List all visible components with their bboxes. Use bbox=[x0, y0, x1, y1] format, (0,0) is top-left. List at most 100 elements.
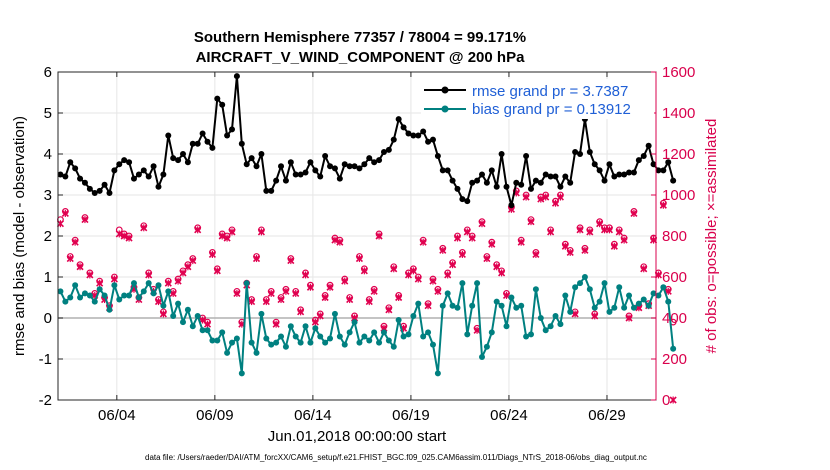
bias-point-44 bbox=[273, 339, 280, 346]
rmse-point-21 bbox=[160, 171, 167, 178]
rmse-point-38 bbox=[243, 161, 250, 168]
assimilated-point-103 bbox=[561, 242, 569, 250]
bias-point-105 bbox=[572, 284, 579, 291]
rmse-point-25 bbox=[179, 151, 186, 157]
bias-point-4 bbox=[77, 294, 84, 301]
bias-point-90 bbox=[498, 302, 505, 309]
bias-point-52 bbox=[312, 325, 319, 332]
rmse-point-77 bbox=[434, 153, 441, 160]
rmse-point-39 bbox=[248, 155, 255, 162]
assimilated-point-64 bbox=[370, 287, 378, 295]
bias-point-68 bbox=[390, 343, 397, 350]
assimilated-point-57 bbox=[336, 238, 344, 246]
rmse-point-20 bbox=[155, 183, 162, 190]
bias-point-101 bbox=[552, 312, 559, 319]
assimilated-point-30 bbox=[203, 320, 212, 328]
rmse-point-99 bbox=[542, 171, 549, 178]
bias-point-53 bbox=[317, 333, 324, 340]
assimilated-point-8 bbox=[96, 279, 104, 287]
bias-point-65 bbox=[376, 339, 383, 346]
y-left-tick-label-2: 0 bbox=[44, 310, 52, 327]
bias-point-76 bbox=[429, 341, 436, 348]
bias-point-35 bbox=[229, 339, 236, 346]
rmse-point-91 bbox=[503, 183, 510, 190]
bias-point-39 bbox=[248, 339, 255, 346]
assimilated-point-82 bbox=[458, 250, 466, 259]
bias-point-67 bbox=[385, 337, 392, 344]
rmse-point-80 bbox=[449, 177, 456, 184]
assimilated-point-99 bbox=[542, 193, 550, 201]
legend-rmse-label: rmse grand pr = 3.7387 bbox=[472, 83, 628, 100]
bias-point-14 bbox=[126, 292, 133, 299]
y-left-tick-label-8: 6 bbox=[44, 64, 52, 81]
rmse-point-2 bbox=[67, 159, 74, 166]
rmse-point-12 bbox=[116, 161, 123, 168]
bias-point-26 bbox=[184, 306, 191, 313]
chart-title-line1: Southern Hemisphere 77357 / 78004 = 99.1… bbox=[194, 29, 526, 46]
rmse-point-100 bbox=[547, 173, 554, 180]
rmse-point-69 bbox=[395, 116, 402, 123]
rmse-point-96 bbox=[528, 185, 535, 192]
bias-point-112 bbox=[606, 308, 613, 315]
rmse-point-28 bbox=[194, 140, 201, 147]
bias-point-11 bbox=[111, 282, 118, 289]
y-left-tick-label-7: 5 bbox=[44, 105, 52, 122]
bias-point-80 bbox=[449, 302, 456, 309]
assimilated-point-11 bbox=[110, 275, 118, 283]
rmse-point-109 bbox=[591, 161, 598, 168]
rmse-point-117 bbox=[630, 169, 637, 176]
rmse-point-0 bbox=[57, 171, 64, 178]
y-right-tick-label-5: 1000 bbox=[662, 187, 695, 204]
bias-point-95 bbox=[523, 333, 530, 340]
bias-point-120 bbox=[645, 302, 652, 309]
y-left-tick-label-3: 1 bbox=[44, 269, 52, 286]
rmse-point-57 bbox=[336, 175, 343, 182]
bias-point-40 bbox=[253, 349, 260, 356]
rmse-point-17 bbox=[140, 167, 147, 174]
assimilated-point-100 bbox=[547, 228, 555, 236]
rmse-point-8 bbox=[96, 187, 103, 194]
assimilated-point-114 bbox=[615, 228, 623, 236]
rmse-point-90 bbox=[498, 151, 505, 157]
rmse-point-81 bbox=[454, 185, 461, 192]
rmse-point-82 bbox=[459, 196, 466, 203]
assimilated-point-77 bbox=[434, 287, 442, 295]
rmse-point-78 bbox=[439, 167, 446, 174]
rmse-point-89 bbox=[493, 183, 500, 190]
assimilated-point-3 bbox=[71, 238, 79, 246]
bias-point-48 bbox=[292, 333, 299, 340]
assimilated-point-25 bbox=[179, 269, 187, 277]
assimilated-point-102 bbox=[556, 193, 564, 201]
bias-point-63 bbox=[366, 337, 373, 344]
assimilated-point-52 bbox=[311, 318, 319, 326]
rmse-point-113 bbox=[611, 173, 618, 180]
bias-point-3 bbox=[72, 282, 79, 289]
bias-point-115 bbox=[621, 304, 628, 311]
y-axis-left-label: rmse and bias (model - observation) bbox=[11, 116, 28, 356]
rmse-point-119 bbox=[640, 153, 647, 160]
bias-point-2 bbox=[67, 294, 74, 301]
bias-point-75 bbox=[425, 329, 432, 336]
rmse-point-23 bbox=[170, 155, 177, 162]
bias-point-113 bbox=[611, 304, 618, 311]
rmse-point-67 bbox=[385, 146, 392, 153]
rmse-point-52 bbox=[312, 167, 319, 174]
assimilated-point-36 bbox=[233, 289, 241, 297]
bias-point-41 bbox=[258, 310, 265, 317]
rmse-point-71 bbox=[405, 130, 412, 137]
assimilated-point-115 bbox=[620, 236, 628, 244]
bias-point-30 bbox=[204, 327, 211, 334]
rmse-point-98 bbox=[537, 179, 544, 186]
rmse-point-87 bbox=[483, 179, 490, 186]
rmse-point-22 bbox=[165, 132, 172, 139]
bias-point-78 bbox=[439, 302, 446, 309]
assimilated-point-1 bbox=[61, 209, 69, 218]
assimilated-point-69 bbox=[395, 293, 403, 302]
rmse-point-105 bbox=[572, 148, 579, 155]
rmse-point-55 bbox=[327, 163, 334, 170]
x-tick-label-3: 06/19 bbox=[392, 407, 430, 424]
bias-point-77 bbox=[434, 370, 441, 377]
assimilated-point-112 bbox=[605, 226, 614, 234]
rmse-point-122 bbox=[655, 167, 662, 174]
bias-point-29 bbox=[199, 327, 206, 334]
